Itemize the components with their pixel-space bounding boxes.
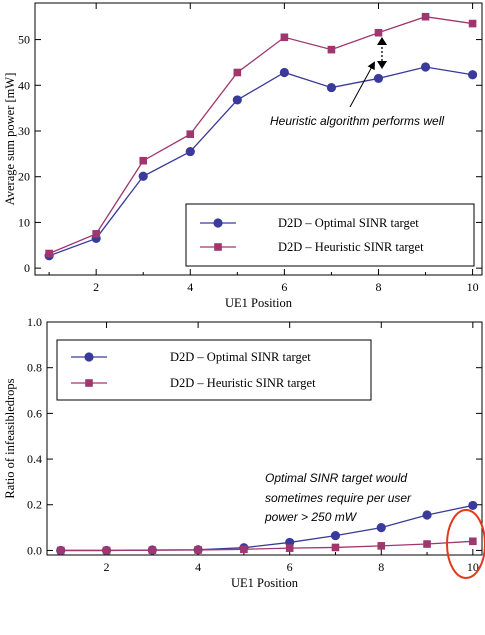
data-point-heuristic bbox=[285, 544, 294, 552]
data-point-heuristic bbox=[331, 543, 340, 552]
data-point-heuristic bbox=[56, 546, 65, 555]
data-point-heuristic bbox=[45, 249, 53, 258]
data-point-heuristic bbox=[423, 540, 431, 548]
legend-box bbox=[185, 203, 475, 267]
data-point-optimal bbox=[279, 67, 289, 78]
data-point-optimal bbox=[420, 62, 431, 72]
legend-entry: D2D – Optimal SINR target bbox=[278, 216, 419, 230]
data-point-optimal bbox=[422, 510, 432, 520]
legend-swatch-marker bbox=[213, 218, 223, 228]
data-point-heuristic bbox=[194, 546, 202, 554]
chart-average-sum-power: 2 4 6 8 10 0 10 20 30 40 50 UE1 Position Average sum… bbox=[3, 2, 483, 310]
data-point-optimal bbox=[232, 95, 242, 105]
highlight-ellipse bbox=[446, 509, 485, 579]
plot-frame bbox=[34, 2, 483, 276]
annotation-text-line: sometimes require per user bbox=[265, 491, 412, 505]
data-point-heuristic bbox=[374, 28, 383, 37]
x-axis-label: UE1 Position bbox=[225, 296, 293, 310]
data-point-optimal bbox=[373, 73, 384, 84]
data-point-heuristic bbox=[186, 130, 195, 138]
x-tick-label: 6 bbox=[281, 280, 287, 294]
gap-indicator-arrowhead-down bbox=[377, 61, 387, 69]
y-tick-label: 30 bbox=[18, 124, 30, 138]
legend-swatch-marker bbox=[214, 243, 222, 251]
x-tick-label: 4 bbox=[187, 280, 193, 294]
annotation-text-line: Optimal SINR target would bbox=[265, 471, 407, 485]
series-line-heuristic bbox=[60, 540, 473, 552]
x-tick-label: 8 bbox=[375, 280, 381, 294]
y-tick-label: 0 bbox=[24, 261, 30, 275]
x-tick-label: 8 bbox=[378, 560, 384, 574]
y-tick-label: 0.6 bbox=[27, 406, 42, 420]
data-point-optimal bbox=[376, 522, 386, 533]
plot-frame bbox=[46, 321, 483, 556]
gap-indicator-arrowhead-up bbox=[377, 37, 387, 45]
y-tick-label: 0.8 bbox=[27, 361, 42, 375]
annotation-text-line: power > 250 mW bbox=[264, 510, 358, 524]
y-tick-label: 0.2 bbox=[27, 498, 42, 512]
data-point-heuristic bbox=[468, 19, 477, 28]
data-point-heuristic bbox=[139, 156, 148, 165]
data-point-heuristic bbox=[148, 546, 157, 555]
data-point-optimal bbox=[330, 530, 341, 541]
annotation-text: Heuristic algorithm performs well bbox=[270, 114, 444, 128]
x-tick-label: 10 bbox=[467, 280, 479, 294]
legend-swatch-marker bbox=[84, 352, 94, 362]
y-tick-label: 10 bbox=[18, 215, 30, 229]
data-point-heuristic bbox=[280, 33, 289, 42]
data-point-optimal bbox=[467, 70, 478, 80]
data-point-optimal bbox=[326, 82, 337, 93]
data-point-heuristic bbox=[377, 542, 386, 550]
annotation-arrow bbox=[349, 61, 375, 108]
legend-entry: D2D – Optimal SINR target bbox=[170, 350, 311, 364]
legend-swatch-marker bbox=[85, 379, 93, 387]
legend-box bbox=[56, 339, 372, 401]
y-tick-label: 20 bbox=[18, 170, 30, 184]
x-tick-label: 2 bbox=[93, 280, 99, 294]
series-line-heuristic bbox=[48, 16, 473, 255]
x-tick-label: 4 bbox=[195, 560, 201, 574]
x-axis-label: UE1 Position bbox=[231, 576, 299, 590]
data-point-optimal bbox=[468, 500, 478, 511]
series-line-optimal bbox=[48, 66, 473, 257]
data-point-heuristic bbox=[421, 12, 430, 21]
data-point-heuristic bbox=[240, 545, 248, 554]
data-point-heuristic bbox=[102, 546, 111, 555]
y-tick-label: 40 bbox=[18, 78, 30, 92]
y-tick-label: 1.0 bbox=[27, 315, 42, 329]
data-point-heuristic bbox=[92, 230, 100, 238]
data-point-heuristic bbox=[327, 45, 336, 54]
y-tick-label: 50 bbox=[18, 33, 30, 47]
x-tick-label: 2 bbox=[104, 560, 110, 574]
chart-infeasible-ratio: 2 4 6 8 10 0.0 0.2 0.4 0.6 0.8 1.0 UE1 Position Rati… bbox=[3, 315, 485, 590]
y-tick-label: 0.4 bbox=[27, 452, 42, 466]
y-tick-label: 0.0 bbox=[27, 543, 42, 557]
data-point-heuristic bbox=[469, 537, 477, 546]
x-tick-label: 6 bbox=[287, 560, 293, 574]
data-point-heuristic bbox=[233, 68, 242, 77]
legend-entry: D2D – Heuristic SINR target bbox=[170, 376, 316, 390]
legend-entry: D2D – Heuristic SINR target bbox=[278, 240, 424, 254]
x-tick-label: 10 bbox=[467, 560, 479, 574]
data-point-optimal bbox=[185, 146, 195, 157]
y-axis-label: Average sum power [mW] bbox=[3, 73, 17, 206]
y-axis-label: Ratio of infeasibledrops bbox=[3, 378, 17, 498]
data-point-optimal bbox=[138, 171, 148, 181]
